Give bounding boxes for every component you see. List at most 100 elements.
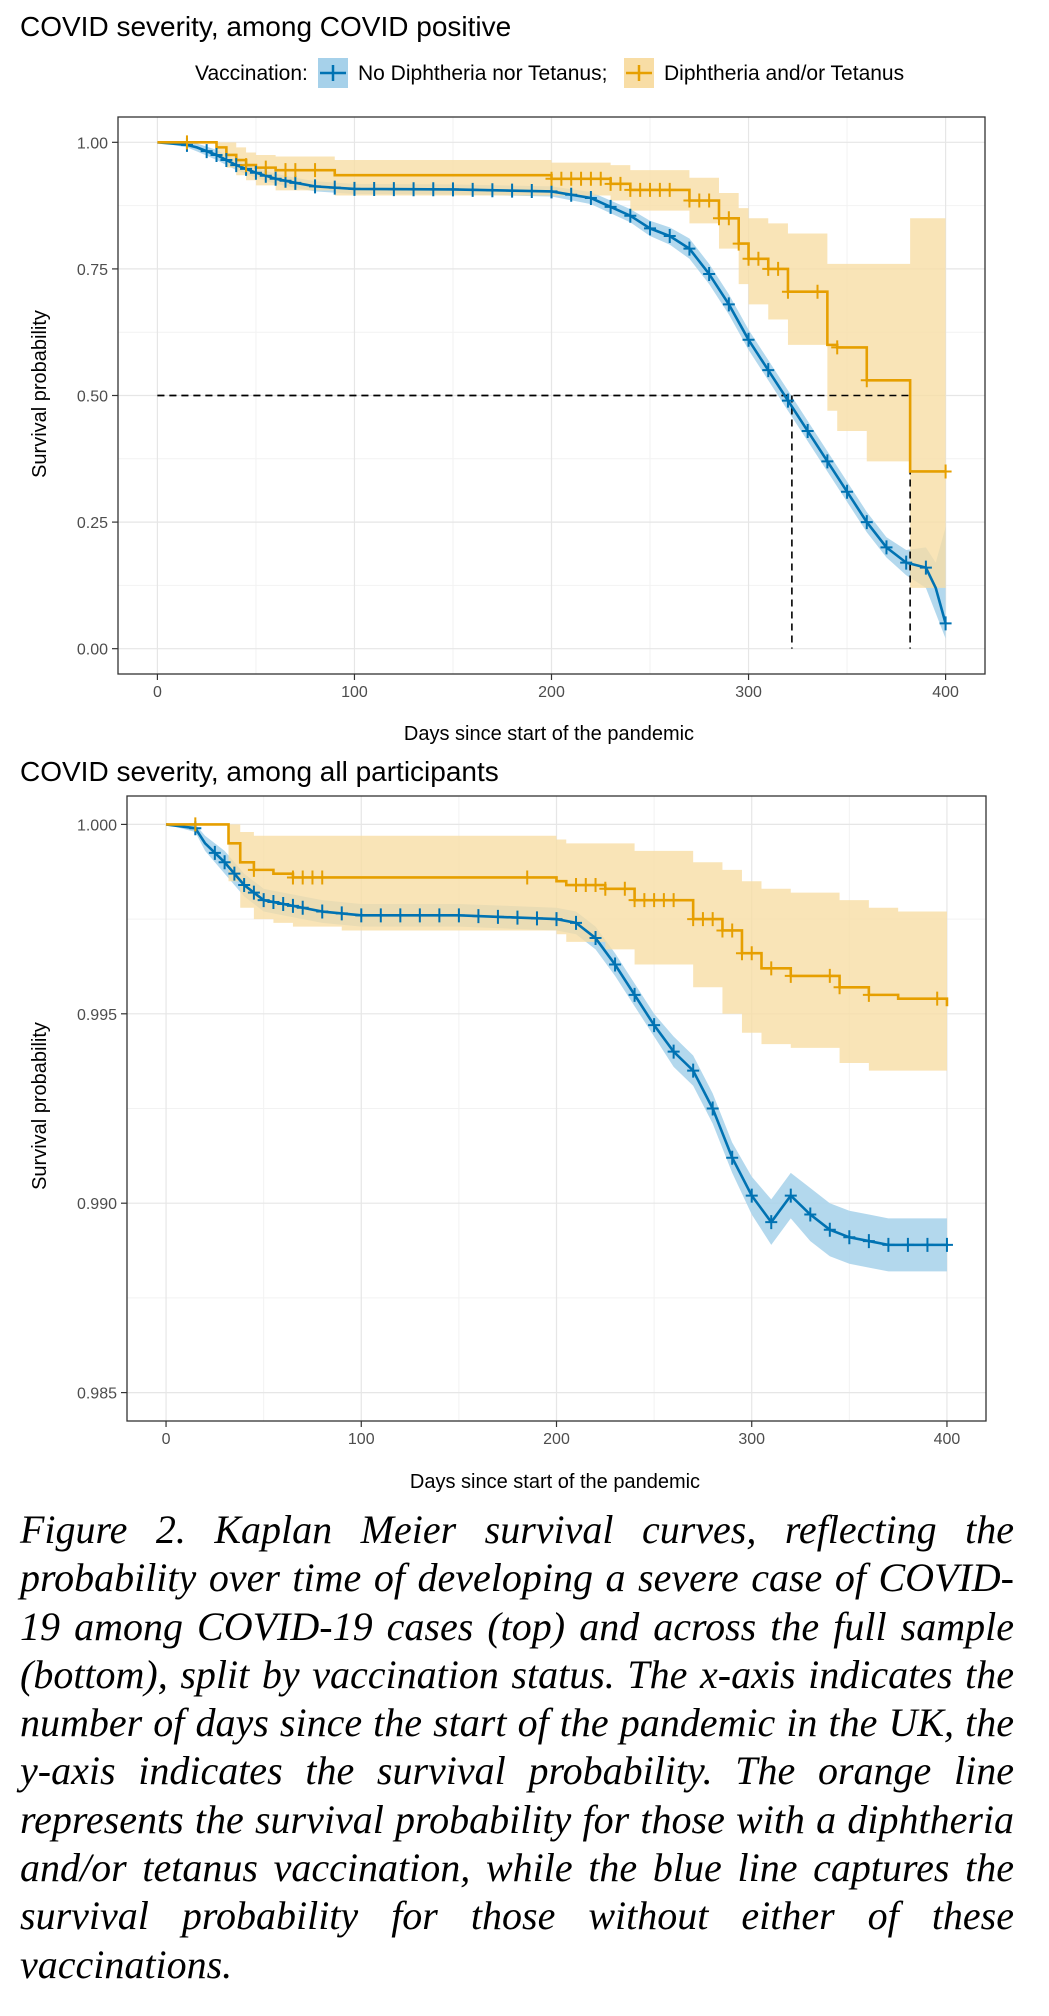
chart-1-y-ticks: 0.00 0.25 0.50 0.75 1.00 [77, 135, 118, 659]
censor-mark-dt [289, 163, 302, 178]
censor-mark-no-dt [742, 332, 755, 347]
censor-mark-dt [811, 284, 824, 299]
censor-mark-no-dt [267, 895, 280, 910]
censor-mark-no-dt [823, 1222, 836, 1237]
censor-mark-no-dt [511, 910, 524, 925]
y-tick-label: 1.000 [77, 817, 117, 834]
x-tick-label: 100 [341, 684, 368, 701]
censor-mark-dt [599, 881, 612, 896]
censor-mark-dt [752, 251, 765, 266]
censor-mark-no-dt [745, 1188, 758, 1203]
censor-mark-dt [316, 870, 329, 885]
censor-mark-dt [618, 881, 631, 896]
y-tick-label: 0.00 [77, 642, 108, 659]
censor-mark-no-dt [387, 182, 400, 197]
censor-mark-no-dt [247, 885, 260, 900]
censor-mark-dt [667, 893, 680, 908]
censor-mark-no-dt [289, 175, 302, 190]
censor-mark-dt [939, 464, 952, 479]
legend-title: Vaccination: [195, 62, 308, 85]
x-tick-label: 300 [735, 684, 762, 701]
chart-2-x-axis-label: Days since start of the pandemic [410, 1471, 700, 1493]
x-tick-label: 0 [162, 1431, 171, 1448]
censor-mark-no-dt [706, 1101, 719, 1116]
censor-mark-dt [862, 987, 875, 1002]
censor-mark-no-dt [394, 908, 407, 923]
censor-mark-no-dt [589, 931, 602, 946]
y-tick-label: 0.75 [77, 262, 108, 279]
ci-band-dt [166, 824, 947, 1071]
censor-mark-dt [722, 211, 735, 226]
y-tick-label: 0.990 [77, 1196, 117, 1213]
censor-mark-dt [614, 176, 627, 191]
censor-mark-dt [309, 163, 322, 178]
censor-mark-no-dt [427, 182, 440, 197]
censor-mark-no-dt [210, 147, 223, 162]
legend-label-no-dt: No Diphtheria nor Tetanus; [358, 62, 607, 85]
censor-mark-no-dt [296, 900, 309, 915]
censor-mark-no-dt [200, 144, 213, 159]
censor-mark-dt [772, 261, 785, 276]
censor-mark-dt [823, 968, 836, 983]
censor-mark-dt [703, 193, 716, 208]
censor-mark-no-dt [374, 908, 387, 923]
censor-mark-no-dt [506, 183, 519, 198]
censor-mark-no-dt [218, 855, 231, 870]
censor-mark-no-dt [862, 1234, 875, 1249]
censor-mark-no-dt [491, 909, 504, 924]
censor-mark-no-dt [525, 184, 538, 199]
y-tick-label: 0.985 [77, 1386, 117, 1403]
censor-mark-no-dt [762, 363, 775, 378]
censor-mark-no-dt [860, 515, 873, 530]
y-tick-label: 0.995 [77, 1007, 117, 1024]
censor-mark-dt [594, 171, 607, 186]
censor-mark-no-dt [269, 171, 282, 186]
chart-1-x-ticks: 0 100 200 300 400 [153, 674, 959, 701]
censor-mark-dt [521, 870, 534, 885]
y-tick-label: 0.25 [77, 515, 108, 532]
censor-mark-no-dt [900, 555, 913, 570]
censor-mark-dt [732, 236, 745, 251]
censor-mark-no-dt [565, 187, 578, 202]
censor-mark-dt [589, 878, 602, 893]
censor-mark-no-dt [687, 1063, 700, 1078]
censor-mark-no-dt [722, 297, 735, 312]
figure-caption: Figure 2. Kaplan Meier survival curves, … [20, 1507, 1014, 1987]
censor-mark-no-dt [486, 183, 499, 198]
legend-label-dt: Diphtheria and/or Tetanus [664, 62, 904, 85]
censor-mark-no-dt [821, 454, 834, 469]
censor-mark-dt [833, 980, 846, 995]
censor-mark-no-dt [368, 182, 381, 197]
censor-mark-dt [663, 182, 676, 197]
censor-mark-no-dt [940, 1237, 953, 1252]
x-tick-label: 200 [543, 1431, 570, 1448]
censor-mark-no-dt [286, 898, 299, 913]
censor-mark-no-dt [309, 179, 322, 194]
x-tick-label: 100 [348, 1431, 375, 1448]
x-tick-label: 400 [932, 684, 959, 701]
censor-mark-no-dt [628, 987, 641, 1002]
censor-mark-no-dt [882, 1237, 895, 1252]
censor-mark-dt [180, 135, 193, 150]
censor-mark-no-dt [584, 191, 597, 206]
censor-mark-dt [240, 158, 253, 173]
censor-mark-no-dt [413, 908, 426, 923]
censor-mark-no-dt [335, 906, 348, 921]
censor-mark-no-dt [433, 908, 446, 923]
censor-mark-no-dt [609, 957, 622, 972]
censor-mark-no-dt [667, 1044, 680, 1059]
censor-mark-no-dt [781, 393, 794, 408]
y-tick-label: 0.50 [77, 389, 108, 406]
chart-2-y-axis-label: Survival probability [29, 1022, 51, 1190]
censor-mark-dt [706, 912, 719, 927]
censor-mark-no-dt [880, 540, 893, 555]
y-tick-label: 1.00 [77, 135, 108, 152]
censor-mark-no-dt [644, 221, 657, 236]
censor-mark-no-dt [570, 915, 583, 930]
censor-mark-no-dt [804, 1207, 817, 1222]
censor-mark-no-dt [249, 165, 262, 180]
censor-mark-no-dt [530, 911, 543, 926]
censor-mark-dt [247, 862, 260, 877]
censor-mark-no-dt [228, 866, 241, 881]
chart-2-all-participants: 0 100 200 300 400 0.985 0.990 0.995 1.000 Days … [29, 795, 987, 1493]
